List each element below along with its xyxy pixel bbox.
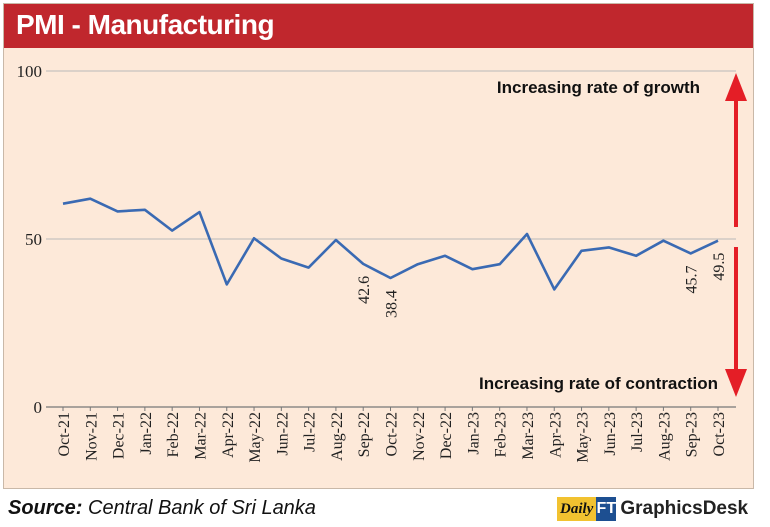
source-text: Central Bank of Sri Lanka	[88, 497, 316, 519]
arrow-down-icon	[725, 369, 747, 397]
chart-frame: PMI - Manufacturing	[3, 3, 754, 489]
x-tick-label: Mar-22	[192, 412, 209, 460]
footer: Source: Central Bank of Sri Lanka Daily …	[0, 492, 770, 527]
x-tick-label: May-22	[247, 412, 264, 463]
x-tick-label: Jul-22	[302, 412, 319, 452]
arrow-down-shaft	[734, 247, 738, 372]
x-tick-label: Dec-22	[438, 412, 455, 459]
x-tick-label: Sep-23	[684, 412, 701, 457]
graphics-desk-logo: Daily FT GraphicsDesk	[557, 496, 748, 522]
x-tick-label: Mar-23	[520, 412, 537, 460]
y-tick-label: 0	[34, 398, 43, 417]
pmi-series-line	[62, 197, 719, 291]
x-tick-label: Aug-22	[329, 412, 346, 461]
x-tick-label: May-23	[575, 412, 592, 463]
x-tick-label: Jan-22	[138, 412, 155, 455]
source-credit: Source: Central Bank of Sri Lanka	[8, 497, 316, 520]
pmi-line-chart: 0 50 100 Oct-21 Nov-21 Dec-21 Jan-22 Feb-22 Mar-…	[17, 62, 747, 463]
growth-annotation: Increasing rate of growth	[497, 78, 700, 97]
x-tick-label: Aug-23	[656, 412, 673, 461]
data-label: 42.6	[356, 276, 373, 304]
logo-daily: Daily	[557, 497, 597, 521]
x-tick-label: Dec-21	[111, 412, 128, 459]
x-tick-label: Feb-23	[493, 412, 510, 457]
x-tick-label: Jul-23	[629, 412, 646, 452]
x-tick-label: Sep-22	[356, 412, 373, 457]
x-tick-label: Apr-22	[220, 412, 237, 458]
x-tick-label: Jun-22	[274, 412, 291, 456]
contraction-annotation: Increasing rate of contraction	[479, 374, 718, 393]
source-label: Source:	[8, 497, 83, 519]
data-label: 45.7	[684, 265, 701, 293]
data-label: 38.4	[384, 290, 401, 318]
arrow-up-icon	[725, 73, 747, 101]
x-tick-label: Oct-23	[711, 412, 728, 456]
chart-title: PMI - Manufacturing	[16, 9, 275, 40]
x-tick-label: Oct-21	[56, 412, 73, 456]
x-tick-label: Oct-22	[384, 412, 401, 456]
arrow-up-shaft	[734, 96, 738, 227]
logo-ft: FT	[596, 497, 617, 521]
x-tick-label: Nov-21	[83, 412, 100, 461]
logo-graphicsdesk: GraphicsDesk	[620, 498, 749, 519]
x-tick-label: Apr-23	[547, 412, 564, 458]
data-label: 49.5	[711, 253, 728, 281]
x-tick-label: Jun-23	[602, 412, 619, 456]
x-tick-label: Nov-22	[411, 412, 428, 461]
y-tick-label: 50	[25, 230, 42, 249]
y-tick-label: 100	[17, 62, 43, 81]
x-tick-label: Feb-22	[165, 412, 182, 457]
title-bar: PMI - Manufacturing	[4, 4, 753, 48]
x-tick-label: Jan-23	[465, 412, 482, 455]
